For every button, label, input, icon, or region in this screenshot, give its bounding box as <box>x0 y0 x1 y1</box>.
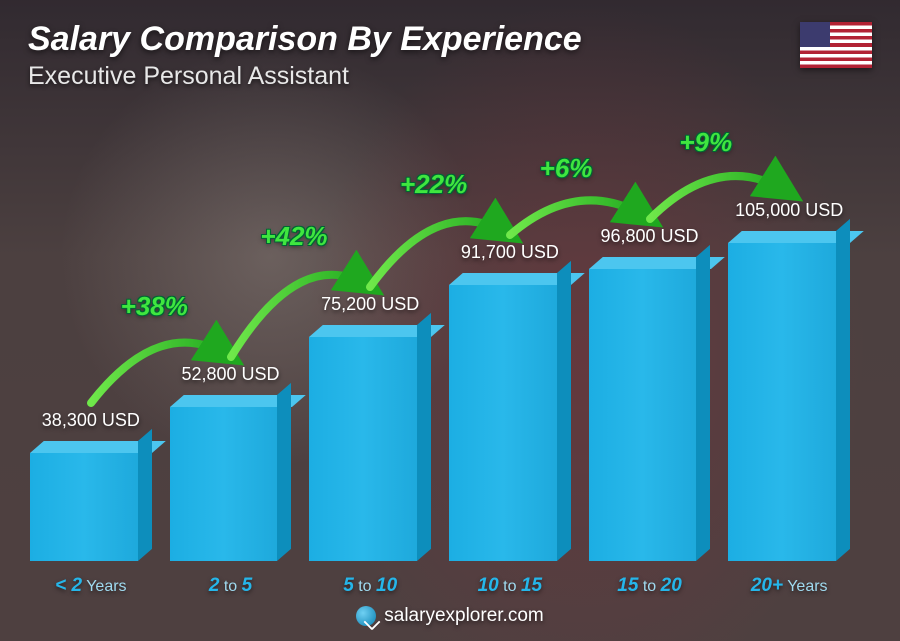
bar <box>589 257 711 561</box>
bar-slot: 96,800 USD <box>589 226 711 561</box>
footer: salaryexplorer.com <box>0 605 900 631</box>
bar-value-label: 105,000 USD <box>735 200 843 221</box>
country-flag-us <box>800 22 872 68</box>
x-label: 15 to 20 <box>589 575 711 597</box>
bar <box>728 231 850 561</box>
bar-value-label: 52,800 USD <box>181 364 279 385</box>
bar <box>170 395 292 561</box>
increase-pct-label: +38% <box>121 291 188 322</box>
content-root: Salary Comparison By Experience Executiv… <box>0 0 900 641</box>
chart-subtitle: Executive Personal Assistant <box>28 62 349 91</box>
bar-value-label: 91,700 USD <box>461 242 559 263</box>
bar-slot: 91,700 USD <box>449 242 571 561</box>
increase-pct-label: +22% <box>400 169 467 200</box>
bar-slot: 105,000 USD <box>728 200 850 561</box>
x-axis-labels: < 2 Years 2 to 5 5 to 10 10 to 15 15 to 20 20… <box>30 575 850 597</box>
bar-slot: 52,800 USD <box>170 364 292 561</box>
x-label: 2 to 5 <box>170 575 292 597</box>
bar <box>449 273 571 561</box>
footer-text: salaryexplorer.com <box>384 605 543 627</box>
bar-value-label: 96,800 USD <box>600 226 698 247</box>
increase-pct-label: +6% <box>540 153 593 184</box>
bar-slot: 75,200 USD <box>309 294 431 561</box>
x-label: < 2 Years <box>30 575 152 597</box>
x-label: 20+ Years <box>728 575 850 597</box>
increase-pct-label: +42% <box>260 221 327 252</box>
chart-area: 38,300 USD 52,800 USD 75,200 USD 91,700 … <box>30 110 850 561</box>
bar-slot: 38,300 USD <box>30 410 152 561</box>
increase-pct-label: +9% <box>679 127 732 158</box>
bar <box>30 441 152 561</box>
x-label: 5 to 10 <box>309 575 431 597</box>
bar-value-label: 38,300 USD <box>42 410 140 431</box>
logo-icon <box>356 606 376 626</box>
chart-title: Salary Comparison By Experience <box>28 20 582 59</box>
bar <box>309 325 431 561</box>
x-label: 10 to 15 <box>449 575 571 597</box>
bar-value-label: 75,200 USD <box>321 294 419 315</box>
